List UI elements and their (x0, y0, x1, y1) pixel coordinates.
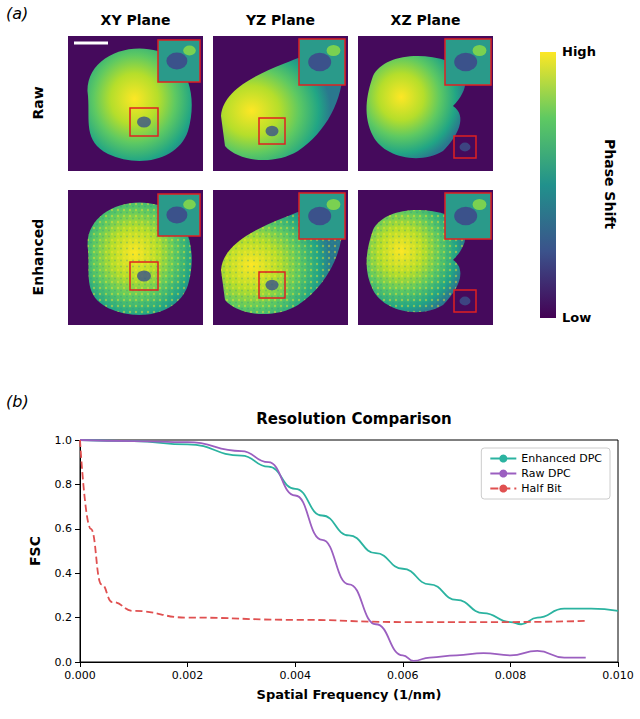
svg-text:0.8: 0.8 (55, 478, 73, 491)
svg-text:0.004: 0.004 (279, 669, 311, 682)
svg-text:FSC: FSC (27, 536, 43, 566)
svg-text:0.002: 0.002 (172, 669, 204, 682)
svg-text:Spatial Frequency (1/nm): Spatial Frequency (1/nm) (257, 687, 442, 702)
html-text:Phase Shift: Phase Shift (602, 139, 618, 229)
svg-text:1.0: 1.0 (55, 434, 73, 447)
svg-text:Enhanced DPC: Enhanced DPC (521, 452, 602, 465)
svg-text:0.000: 0.000 (64, 669, 96, 682)
svg-text:0.0: 0.0 (55, 656, 73, 669)
html-text:XY Plane: XY Plane (100, 12, 171, 28)
html-text:(a): (a) (6, 4, 29, 23)
html-text:Low: Low (562, 310, 592, 325)
html-text:High: High (562, 44, 596, 59)
svg-text:0.006: 0.006 (387, 669, 419, 682)
html-text:(b): (b) (6, 392, 29, 411)
svg-text:Half Bit: Half Bit (521, 482, 562, 495)
svg-text:Raw DPC: Raw DPC (521, 467, 571, 480)
html-text:Raw: Raw (30, 85, 46, 120)
svg-text:0.2: 0.2 (55, 611, 73, 624)
html-text:XZ Plane: XZ Plane (390, 12, 461, 28)
html-text:YZ Plane: YZ Plane (245, 12, 316, 28)
svg-text:0.010: 0.010 (602, 669, 634, 682)
svg-text:0.008: 0.008 (495, 669, 527, 682)
html-text:Enhanced: Enhanced (30, 218, 46, 295)
svg-text:0.4: 0.4 (55, 567, 73, 580)
svg-text:Resolution Comparison: Resolution Comparison (256, 410, 452, 428)
svg-text:0.6: 0.6 (55, 522, 73, 535)
